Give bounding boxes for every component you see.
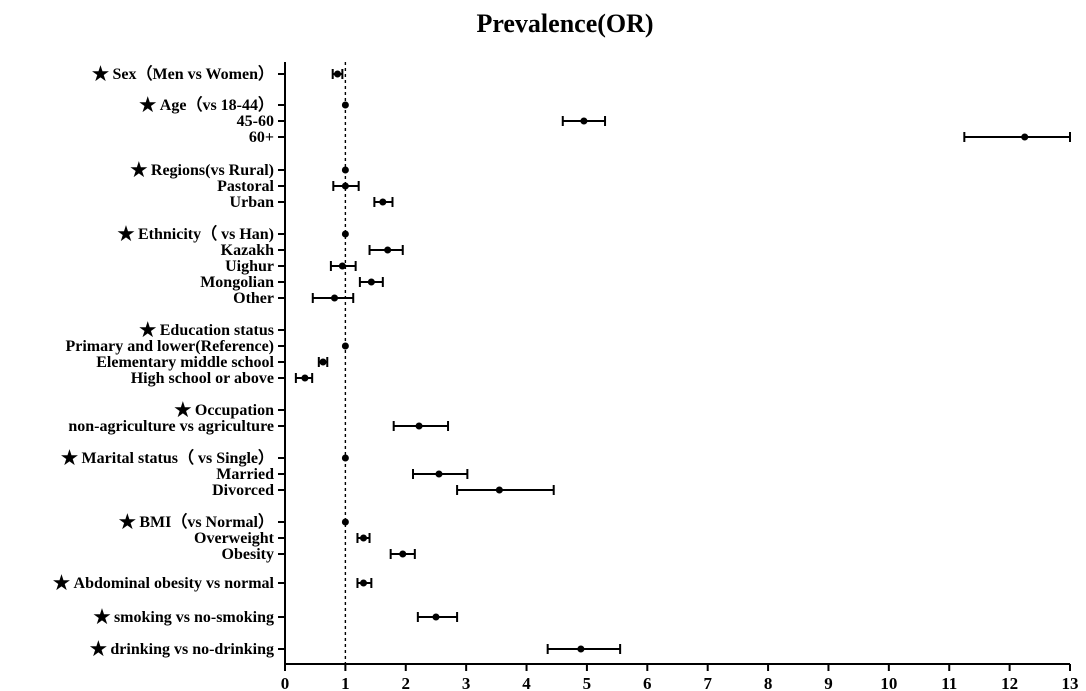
or-point [360, 534, 367, 542]
star-icon: ★ [60, 446, 80, 471]
or-point [1021, 133, 1029, 141]
x-tick-label: 7 [703, 674, 712, 691]
row-label: Occupation [195, 402, 274, 419]
row-label: Kazakh [221, 242, 274, 259]
x-tick-label: 9 [824, 674, 833, 691]
x-tick-label: 0 [281, 674, 290, 691]
x-tick-label: 10 [880, 674, 897, 691]
x-tick-label: 2 [402, 674, 411, 691]
row-label: Pastoral [217, 178, 274, 195]
row-label: Urban [230, 194, 275, 211]
row-label: Ethnicity（ vs Han) [138, 225, 274, 243]
star-icon: ★ [129, 158, 149, 183]
or-point [580, 117, 588, 125]
or-point [577, 645, 585, 653]
or-point [367, 278, 375, 286]
row-label: Primary and lower(Reference) [65, 338, 274, 355]
x-tick-label: 5 [583, 674, 592, 691]
or-point [338, 262, 346, 270]
row-label: Elementary middle school [96, 354, 274, 371]
or-point [341, 101, 349, 109]
or-point [331, 294, 339, 302]
chart-title: Prevalence(OR) [476, 9, 653, 38]
or-point [341, 166, 349, 174]
row-label: Age（vs 18-44） [160, 96, 274, 114]
star-icon: ★ [92, 605, 112, 630]
row-label: Marital status（ vs Single） [82, 449, 274, 467]
or-point [319, 358, 327, 366]
row-label: High school or above [131, 370, 274, 387]
star-icon: ★ [89, 637, 109, 662]
or-point [435, 470, 443, 478]
x-tick-label: 4 [522, 674, 531, 691]
or-point [384, 246, 392, 254]
or-point [341, 342, 349, 350]
or-point [415, 422, 423, 430]
star-icon: ★ [138, 93, 158, 118]
star-icon: ★ [116, 222, 136, 247]
row-label: Divorced [212, 482, 274, 499]
row-label: smoking vs no-smoking [114, 609, 274, 626]
row-label: 60+ [249, 129, 274, 146]
or-point [341, 454, 349, 462]
star-icon: ★ [138, 318, 158, 343]
or-point [341, 182, 349, 190]
x-tick-label: 8 [764, 674, 773, 691]
row-label: Education status [160, 322, 274, 339]
x-tick-label: 11 [941, 674, 957, 691]
star-icon: ★ [173, 398, 193, 423]
row-label: Sex（Men vs Women） [113, 65, 275, 83]
row-label: BMI（vs Normal） [139, 513, 274, 531]
row-label: Uighur [225, 258, 274, 275]
star-icon: ★ [91, 62, 111, 87]
row-label: Regions(vs Rural) [151, 162, 274, 179]
or-point [399, 550, 407, 558]
row-label: Overweight [194, 530, 275, 547]
or-point [301, 374, 309, 382]
or-point [341, 518, 349, 526]
star-icon: ★ [117, 510, 137, 535]
row-label: Married [216, 466, 274, 483]
or-point [341, 230, 349, 238]
row-label: Abdominal obesity vs normal [74, 575, 275, 592]
x-tick-label: 1 [341, 674, 350, 691]
x-tick-label: 6 [643, 674, 652, 691]
row-label: non-agriculture vs agriculture [68, 418, 274, 435]
or-point [334, 70, 342, 78]
x-tick-label: 12 [1001, 674, 1018, 691]
or-point [360, 579, 367, 587]
x-tick-label: 3 [462, 674, 471, 691]
row-label: Obesity [222, 546, 274, 563]
row-label: Mongolian [200, 274, 274, 291]
x-tick-label: 13 [1062, 674, 1079, 691]
or-point [379, 198, 387, 206]
row-label: Other [233, 290, 274, 307]
row-label: drinking vs no-drinking [110, 641, 274, 658]
or-point [495, 486, 503, 494]
or-point [432, 613, 440, 621]
star-icon: ★ [52, 571, 72, 596]
row-label: 45-60 [237, 113, 274, 130]
